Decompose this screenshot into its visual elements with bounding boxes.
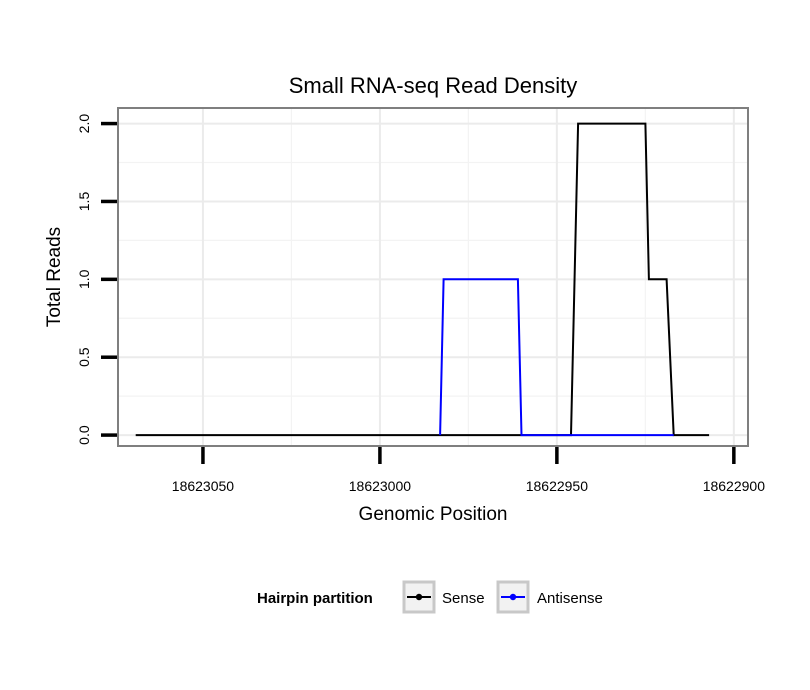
series-layer [135, 122, 710, 437]
plot-area [117, 107, 749, 447]
y-tick-label: 2.0 [76, 114, 92, 134]
chart-title: Small RNA-seq Read Density [289, 73, 578, 98]
x-tick-label: 18622900 [703, 478, 766, 494]
plot-border [117, 107, 749, 447]
y-axis: 0.0 0.5 1.0 1.5 2.0 [76, 114, 117, 445]
y-tick-label: 1.0 [76, 269, 92, 289]
legend-title: Hairpin partition [257, 590, 373, 607]
y-tick-label: 0.0 [76, 425, 92, 445]
legend-label: Sense [442, 590, 485, 607]
x-axis: 18623050 18623000 18622950 18622900 [172, 447, 765, 494]
legend-items: Sense Antisense [402, 580, 603, 614]
x-tick-label: 18623050 [172, 478, 235, 494]
x-tick-label: 18622950 [526, 478, 589, 494]
legend-item-antisense: Antisense [496, 580, 603, 614]
plot-background [118, 108, 748, 446]
y-tick-label: 0.5 [76, 347, 92, 367]
minor-gridlines [118, 108, 748, 446]
legend: Hairpin partition Sense Antisense [257, 580, 603, 614]
series-line-sense [135, 122, 710, 437]
legend-item-sense: Sense [402, 580, 485, 614]
x-axis-title: Genomic Position [359, 504, 508, 525]
y-tick-label: 1.5 [76, 192, 92, 212]
x-tick-label: 18623000 [349, 478, 412, 494]
legend-key-point [509, 593, 517, 601]
legend-key-point [415, 593, 423, 601]
legend-label: Antisense [537, 590, 603, 607]
series-line-antisense [439, 278, 674, 437]
y-axis-title: Total Reads [44, 227, 65, 327]
